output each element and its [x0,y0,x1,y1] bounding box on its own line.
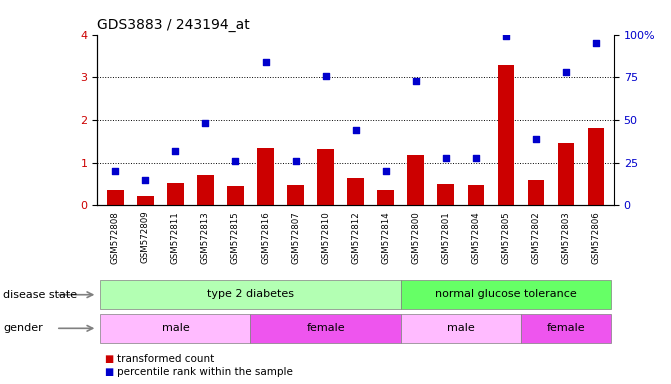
Point [590,40,601,46]
Text: GSM572812: GSM572812 [351,211,360,263]
Point [110,168,121,174]
Text: GSM572807: GSM572807 [291,211,300,263]
Bar [227,186,244,205]
Text: GDS3883 / 243194_at: GDS3883 / 243194_at [97,18,250,32]
Text: normal glucose tolerance: normal glucose tolerance [435,289,576,299]
Bar [498,65,514,205]
Point [230,158,241,164]
Point [531,136,541,142]
Bar [527,180,544,205]
Text: GSM572810: GSM572810 [321,211,330,263]
Point [501,33,511,39]
Text: male: male [162,323,189,333]
Bar [521,314,611,343]
Point [200,120,211,126]
Bar [437,184,454,205]
Text: GSM572800: GSM572800 [411,211,420,263]
Text: GSM572806: GSM572806 [591,211,601,263]
Bar [100,280,401,310]
Text: GSM572801: GSM572801 [442,211,450,263]
Text: GSM572814: GSM572814 [381,211,390,263]
Point [290,158,301,164]
Text: male: male [447,323,474,333]
Bar [167,183,184,205]
Bar [377,190,394,205]
Text: GSM572803: GSM572803 [562,211,570,263]
Text: gender: gender [3,323,43,333]
Bar [137,196,154,205]
Point [380,168,391,174]
Bar [100,314,250,343]
Bar [257,148,274,205]
Text: GSM572813: GSM572813 [201,211,210,263]
Bar [287,185,304,205]
Bar [407,155,424,205]
Bar [401,314,521,343]
Bar [558,142,574,205]
Text: GSM572805: GSM572805 [501,211,511,263]
Bar [588,128,604,205]
Bar [401,280,611,310]
Text: ■: ■ [104,354,113,364]
Point [320,73,331,79]
Text: transformed count: transformed count [117,354,215,364]
Text: disease state: disease state [3,290,77,300]
Point [470,154,481,161]
Text: GSM572816: GSM572816 [261,211,270,263]
Bar [317,149,334,205]
Bar [348,178,364,205]
Point [260,59,271,65]
Text: ■: ■ [104,367,113,377]
Bar [197,175,213,205]
Bar [468,185,484,205]
Bar [107,190,123,205]
Point [170,148,180,154]
Text: GSM572808: GSM572808 [111,211,120,263]
Text: GSM572809: GSM572809 [141,211,150,263]
Bar [250,314,401,343]
Text: female: female [547,323,585,333]
Text: GSM572802: GSM572802 [531,211,540,263]
Point [411,78,421,84]
Text: female: female [306,323,345,333]
Point [560,69,571,75]
Point [350,127,361,133]
Point [440,154,451,161]
Text: percentile rank within the sample: percentile rank within the sample [117,367,293,377]
Text: GSM572804: GSM572804 [471,211,480,263]
Text: type 2 diabetes: type 2 diabetes [207,289,294,299]
Text: GSM572811: GSM572811 [171,211,180,263]
Text: GSM572815: GSM572815 [231,211,240,263]
Point [140,177,151,183]
